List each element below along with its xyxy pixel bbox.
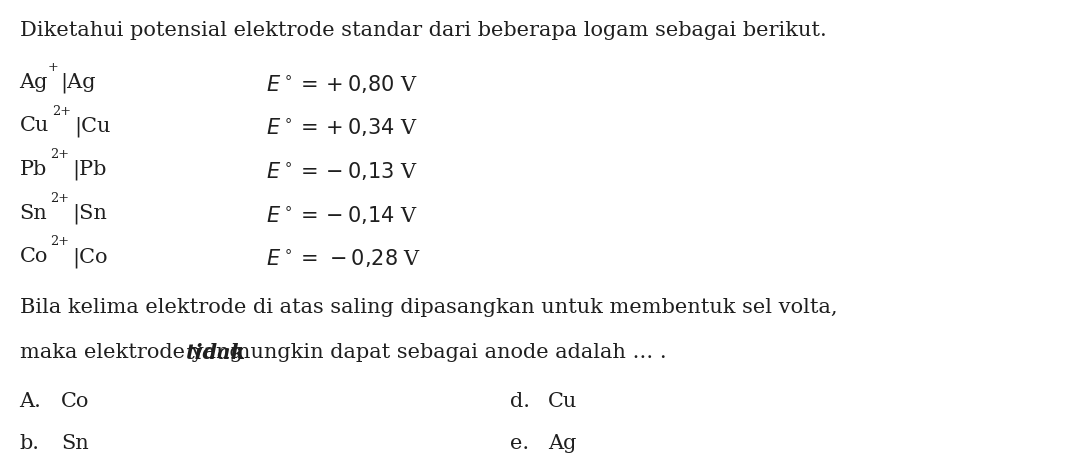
Text: $E^\circ =\,-0{,}28$ V: $E^\circ =\,-0{,}28$ V bbox=[266, 247, 421, 269]
Text: $E^\circ = +0{,}34$ V: $E^\circ = +0{,}34$ V bbox=[266, 116, 418, 138]
Text: |Ag: |Ag bbox=[60, 73, 95, 93]
Text: Ag: Ag bbox=[548, 434, 576, 453]
Text: $E^\circ = -0{,}14$ V: $E^\circ = -0{,}14$ V bbox=[266, 204, 418, 226]
Text: Bila kelima elektrode di atas saling dipasangkan untuk membentuk sel volta,: Bila kelima elektrode di atas saling dip… bbox=[20, 298, 837, 317]
Text: mungkin dapat sebagai anode adalah … .: mungkin dapat sebagai anode adalah … . bbox=[224, 343, 666, 363]
Text: Pb: Pb bbox=[20, 160, 47, 179]
Text: e.: e. bbox=[510, 434, 529, 453]
Text: Ag: Ag bbox=[20, 73, 48, 92]
Text: $E^\circ = +0{,}80$ V: $E^\circ = +0{,}80$ V bbox=[266, 73, 418, 95]
Text: $E^\circ = -0{,}13$ V: $E^\circ = -0{,}13$ V bbox=[266, 160, 418, 182]
Text: |Co: |Co bbox=[72, 247, 107, 268]
Text: b.: b. bbox=[20, 434, 39, 453]
Text: Co: Co bbox=[20, 247, 48, 266]
Text: |Sn: |Sn bbox=[72, 204, 107, 224]
Text: A.: A. bbox=[20, 392, 41, 411]
Text: maka elektrode yang: maka elektrode yang bbox=[20, 343, 248, 363]
Text: |Cu: |Cu bbox=[74, 116, 111, 137]
Text: Cu: Cu bbox=[20, 116, 49, 136]
Text: 2+: 2+ bbox=[52, 105, 72, 118]
Text: Sn: Sn bbox=[20, 204, 48, 223]
Text: 2+: 2+ bbox=[50, 148, 69, 161]
Text: tidak: tidak bbox=[186, 343, 245, 363]
Text: Sn: Sn bbox=[61, 434, 89, 453]
Text: |Pb: |Pb bbox=[72, 160, 106, 181]
Text: 2+: 2+ bbox=[50, 235, 69, 249]
Text: +: + bbox=[48, 61, 59, 74]
Text: Diketahui potensial elektrode standar dari beberapa logam sebagai berikut.: Diketahui potensial elektrode standar da… bbox=[20, 21, 827, 40]
Text: Co: Co bbox=[61, 392, 89, 411]
Text: d.: d. bbox=[510, 392, 529, 411]
Text: 2+: 2+ bbox=[50, 192, 69, 205]
Text: Cu: Cu bbox=[548, 392, 577, 411]
